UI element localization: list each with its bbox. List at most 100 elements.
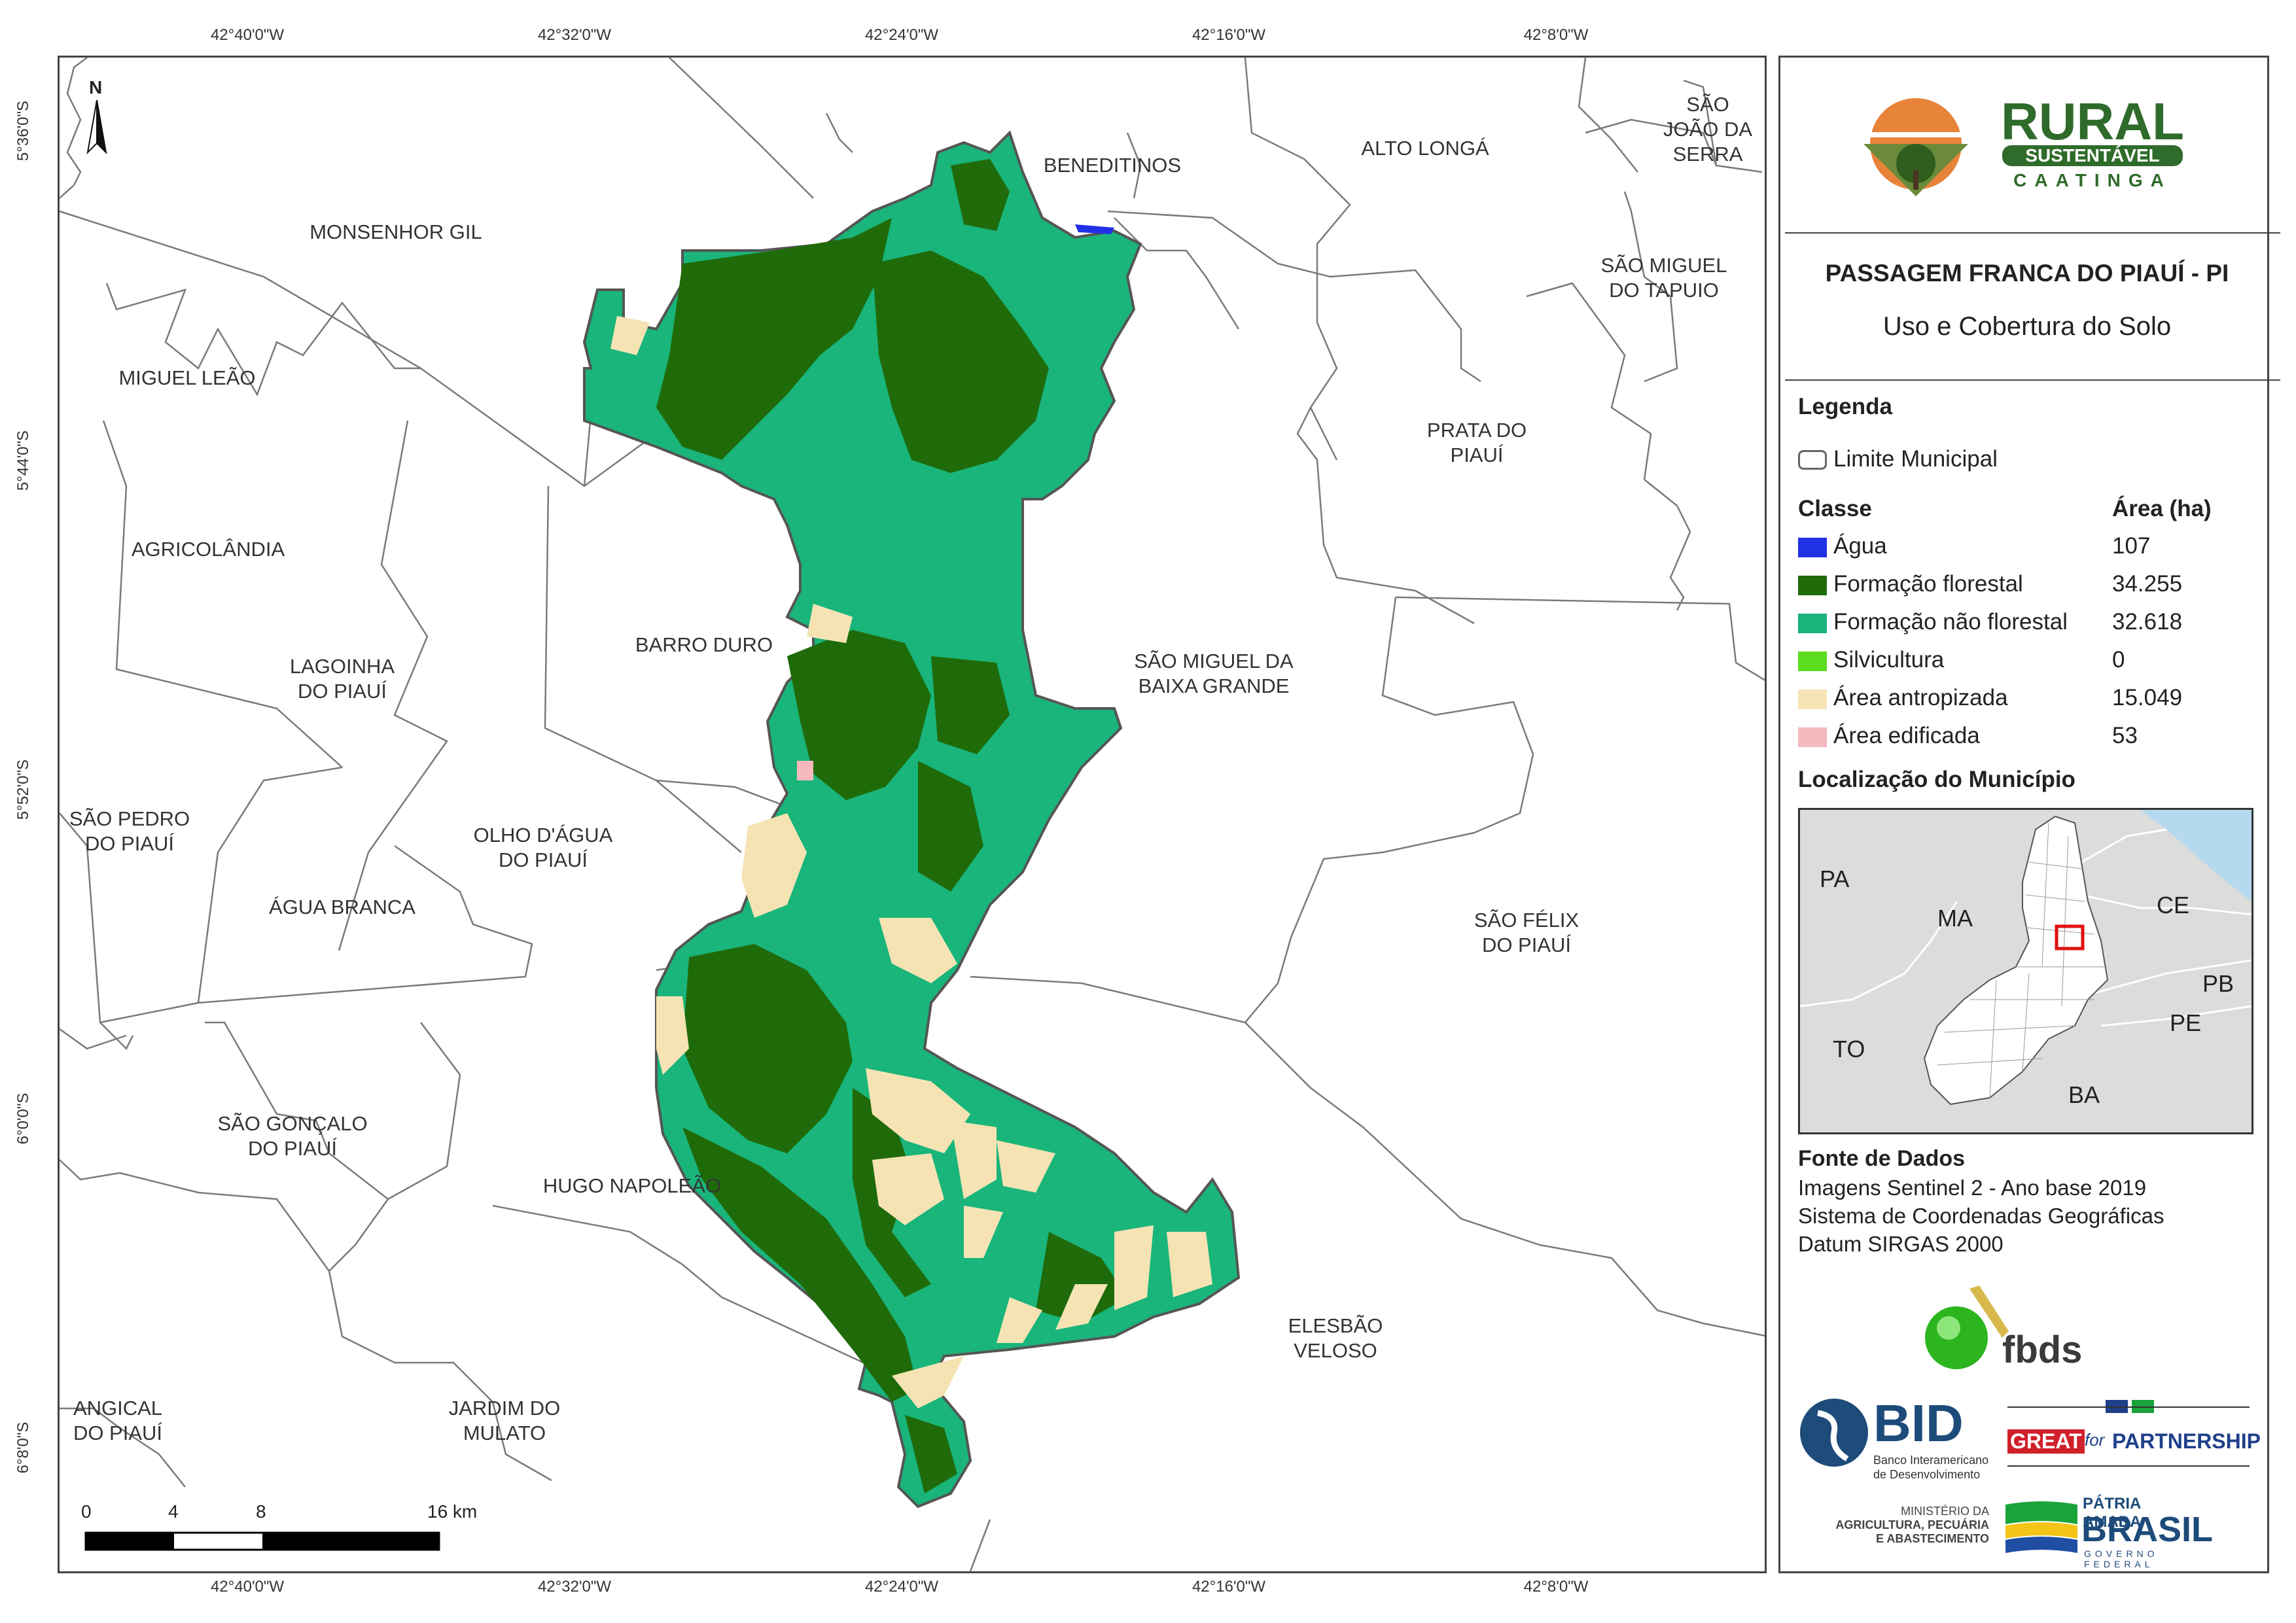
north-label: N <box>89 77 103 97</box>
brasil-logo: PÁTRIA AMADA BRASIL GOVERNO FEDERAL <box>2005 1495 2213 1569</box>
brasil-text: BRASIL <box>2081 1510 2213 1549</box>
legend-heading: Legenda <box>1798 394 1892 419</box>
sources-heading: Fonte de Dados <box>1798 1146 1966 1171</box>
map-subtitle: Uso e Cobertura do Solo <box>1882 312 2172 341</box>
logo-title: RURAL <box>2001 92 2184 150</box>
label-sao-pedro-do-piaui: SÃO PEDRO DO PIAUÍ <box>69 807 190 855</box>
logo-sub2: CAATINGA <box>2013 170 2172 190</box>
bid-sub2: de Desenvolvimento <box>1873 1468 1981 1481</box>
scale-label-0: 0 <box>81 1501 92 1522</box>
label-alto-longa: ALTO LONGÁ <box>1361 137 1489 160</box>
scale-label-8: 8 <box>256 1501 266 1522</box>
label-hugo-napoleao: HUGO NAPOLEÃO <box>542 1174 722 1197</box>
divider-2 <box>1785 379 2280 381</box>
bid-logo: BID Banco Interamericano de Desenvolvime… <box>1798 1393 1994 1485</box>
class-area-silvicultura: 0 <box>2112 647 2125 672</box>
partnership-text: PARTNERSHIP <box>2112 1429 2261 1453</box>
map-frame: N 0 4 8 16 km <box>58 56 1767 1573</box>
label-elesbao-veloso: ELESBÃO VELOSO <box>1288 1314 1383 1362</box>
label-sao-goncalo-do-piaui: SÃO GONÇALO DO PIAUÍ <box>217 1112 368 1160</box>
label-olho-dagua-do-piaui: OLHO D'ÁGUA DO PIAUÍ <box>473 824 613 871</box>
bid-sub1: Banco Interamericano <box>1873 1454 1989 1467</box>
anthropized-areas <box>610 316 1212 1408</box>
class-label-area-edificada: Área edificada <box>1833 723 1980 748</box>
source-line-1: Imagens Sentinel 2 - Ano base 2019 <box>1798 1176 2147 1200</box>
class-header: Classe <box>1798 496 1872 521</box>
lat-label-4: 6°0'0"S <box>14 1092 32 1145</box>
ministerio-line-1: MINISTÉRIO DA <box>1900 1505 1989 1518</box>
scale-label-4: 4 <box>168 1501 179 1522</box>
label-angical-do-piaui: ANGICAL DO PIAUÍ <box>73 1397 163 1444</box>
fbds-text: fbds <box>2002 1329 2083 1371</box>
label-beneditinos: BENEDITINOS <box>1043 154 1182 177</box>
swatch-formacao-nao-florestal <box>1798 614 1827 633</box>
lat-label-3: 5°52'0"S <box>14 759 32 820</box>
label-sao-felix-do-piaui: SÃO FÉLIX DO PIAUÍ <box>1474 909 1580 956</box>
lon-label-1: 42°40'0"W <box>210 26 285 44</box>
brasil-flag-wave-icon <box>2005 1501 2077 1553</box>
lon-label-bottom-5: 42°8'0"W <box>1523 1578 1589 1596</box>
limit-swatch <box>1798 450 1827 470</box>
fbds-globe-icon <box>1925 1285 2009 1369</box>
label-sao-miguel-da-baixa-grande: SÃO MIGUEL DA BAIXA GRANDE <box>1134 650 1294 697</box>
location-heading: Localização do Município <box>1798 767 2075 792</box>
ministerio-logo: MINISTÉRIO DA AGRICULTURA, PECUÁRIA E AB… <box>1826 1505 1989 1546</box>
lon-label-5: 42°8'0"W <box>1523 26 1589 44</box>
lon-label-2: 42°32'0"W <box>537 26 612 44</box>
great-for: for <box>2085 1430 2105 1450</box>
swatch-area-antropizada <box>1798 689 1827 709</box>
state-to: TO <box>1833 1036 1865 1062</box>
forest-cover <box>656 159 1127 1493</box>
state-pe: PE <box>2170 1009 2202 1036</box>
lon-label-bottom-1: 42°40'0"W <box>210 1578 285 1596</box>
sun-tree-logo-icon <box>1863 98 1968 196</box>
urban-area <box>797 761 813 780</box>
bid-text: BID <box>1873 1394 1964 1452</box>
state-ma: MA <box>1937 905 1973 932</box>
bid-globe-icon <box>1800 1399 1868 1467</box>
class-area-area-antropizada: 15.049 <box>2112 685 2183 710</box>
scale-label-16: 16 km <box>427 1501 478 1522</box>
lon-label-4: 42°16'0"W <box>1192 26 1266 44</box>
label-jardim-do-mulato: JARDIM DO MULATO <box>448 1397 561 1444</box>
rural-sustentavel-logo: RURAL SUSTENTÁVEL CAATINGA <box>1857 92 2197 203</box>
label-monsenhor-gil: MONSENHOR GIL <box>309 220 482 243</box>
map-title: PASSAGEM FRANCA DO PIAUÍ - PI <box>1825 260 2229 287</box>
lat-label-1: 5°36'0"S <box>14 100 32 162</box>
swatch-silvicultura <box>1798 652 1827 671</box>
state-pb: PB <box>2202 970 2234 997</box>
lat-label-5: 6°8'0"S <box>14 1422 32 1474</box>
lon-label-bottom-4: 42°16'0"W <box>1192 1578 1266 1596</box>
state-pa: PA <box>1820 865 1850 892</box>
label-sao-joao-da-serra: SÃO JOÃO DA SERRA <box>1663 93 1753 166</box>
class-area-formacao-florestal: 34.255 <box>2112 571 2183 597</box>
patria-amada: PÁTRIA AMADA <box>2083 1495 2142 1531</box>
side-panel <box>1778 56 2269 1573</box>
scale-bar <box>84 1531 440 1551</box>
class-label-formacao-florestal: Formação florestal <box>1833 571 2023 597</box>
swatch-formacao-florestal <box>1798 576 1827 595</box>
lat-label-2: 5°44'0"S <box>14 430 32 491</box>
ministerio-line-3: E ABASTECIMENTO <box>1875 1532 1989 1545</box>
governo-federal: GOVERNO FEDERAL <box>2084 1548 2159 1569</box>
location-highlight <box>2055 924 2085 951</box>
water-body <box>1075 224 1114 234</box>
class-label-agua: Água <box>1833 533 1887 559</box>
great-text: GREAT <box>2007 1429 2085 1454</box>
label-prata-do-piaui: PRATA DO PIAUÍ <box>1426 419 1527 466</box>
municipality-land-use <box>582 130 1241 1509</box>
source-line-2: Sistema de Coordenadas Geográficas <box>1798 1204 2164 1228</box>
label-miguel-leao: MIGUEL LEÃO <box>118 366 256 389</box>
label-agua-branca: ÁGUA BRANCA <box>269 896 415 918</box>
map-canvas <box>60 58 1765 1571</box>
class-label-silvicultura: Silvicultura <box>1833 647 1945 672</box>
label-sao-miguel-do-tapuio: SÃO MIGUEL DO TAPUIO <box>1600 254 1727 302</box>
north-arrow <box>86 99 107 154</box>
label-lagoinha-do-piaui: LAGOINHA DO PIAUÍ <box>289 655 395 703</box>
limit-label: Limite Municipal <box>1833 446 1998 472</box>
state-ba: BA <box>2068 1081 2100 1108</box>
lon-label-bottom-2: 42°32'0"W <box>537 1578 612 1596</box>
swatch-agua <box>1798 538 1827 557</box>
class-area-formacao-nao-florestal: 32.618 <box>2112 609 2183 635</box>
fbds-logo: fbds <box>1924 1272 2094 1377</box>
